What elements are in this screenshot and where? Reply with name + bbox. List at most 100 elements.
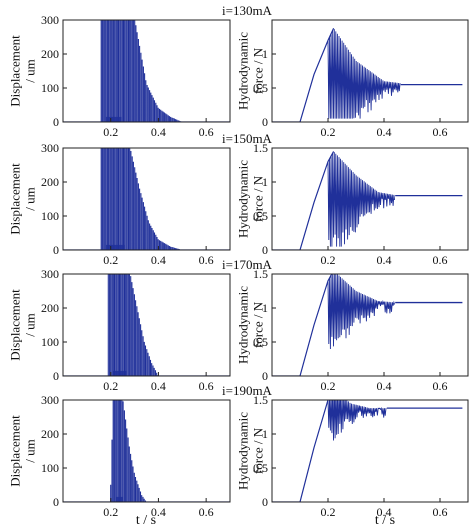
x-tick-label: 0.2 (103, 505, 118, 519)
axes-box (271, 147, 469, 251)
y-axis-label-line: force / N (251, 427, 266, 474)
x-tick-label: 0.6 (199, 505, 214, 519)
x-axis-label-right: t / s (375, 513, 395, 528)
y-tick-label: 200 (41, 175, 59, 189)
displacement-spikes (107, 274, 159, 376)
y-axis-label-line: / um (23, 59, 38, 82)
x-tick-label: 0.4 (151, 125, 166, 139)
y-axis-label-line: Hydrodynamic (236, 32, 251, 110)
y-tick-label: 0.5 (253, 335, 268, 349)
y-tick-label: 1.5 (253, 393, 268, 407)
y-tick-label: 200 (41, 301, 59, 315)
axes-box (271, 273, 469, 377)
force-oscillation (327, 274, 396, 350)
force-oscillation (327, 152, 396, 247)
y-tick-label: 1 (262, 47, 268, 61)
signal-trace (272, 27, 463, 122)
y-tick-label: 200 (41, 427, 59, 441)
y-axis-label: Displacement/ um (8, 35, 38, 107)
x-tick-label: 0.2 (321, 125, 336, 139)
displacement-core (105, 244, 125, 250)
signal-trace (272, 151, 463, 250)
y-axis-label-line: / um (23, 313, 38, 336)
y-axis-label: Displacement/ um (8, 289, 38, 361)
y-tick-label: 300 (41, 141, 59, 155)
x-tick-label: 0.4 (151, 505, 166, 519)
x-tick-label: 0.6 (199, 253, 214, 267)
y-tick-label: 0.5 (253, 81, 268, 95)
y-tick-label: 1.5 (253, 141, 268, 155)
y-tick-label: 100 (41, 461, 59, 475)
displacement-spikes (110, 400, 147, 502)
y-tick-label: 0 (53, 495, 59, 509)
y-tick-label: 100 (41, 81, 59, 95)
y-tick-label: 300 (41, 13, 59, 27)
x-tick-label: 0.4 (151, 379, 166, 393)
x-tick-label: 0.2 (103, 379, 118, 393)
y-axis-label: Displacement/ um (8, 163, 38, 235)
y-tick-label: 200 (41, 47, 59, 61)
y-axis-label: Hydrodynamicforce / N (236, 160, 266, 238)
x-tick-label: 0.2 (103, 253, 118, 267)
x-tick-label: 0.4 (377, 253, 392, 267)
y-axis-label-line: / um (23, 187, 38, 210)
force-oscillation (327, 400, 387, 441)
x-tick-label: 0.4 (151, 253, 166, 267)
x-tick-label: 0.6 (433, 253, 448, 267)
y-tick-label: 100 (41, 335, 59, 349)
y-tick-label: 1 (262, 301, 268, 315)
y-axis-label-line: Displacement (8, 35, 23, 107)
y-axis-label-line: Displacement (8, 289, 23, 361)
x-tick-label: 0.6 (433, 505, 448, 519)
y-axis-label: Displacement/ um (8, 415, 38, 487)
y-tick-label: 0 (53, 243, 59, 257)
displacement-core (113, 370, 127, 376)
displacement-spikes (100, 20, 183, 122)
signal-trace (63, 20, 230, 122)
y-axis-label: Hydrodynamicforce / N (236, 286, 266, 364)
signal-trace (272, 274, 463, 376)
current-label: i=130mA (222, 3, 273, 18)
signal-trace (272, 400, 463, 502)
displacement-spikes (100, 148, 183, 250)
x-tick-label: 0.2 (321, 505, 336, 519)
y-tick-label: 0 (262, 495, 268, 509)
signal-trace (63, 400, 230, 502)
x-tick-label: 0.4 (377, 379, 392, 393)
y-tick-label: 1.5 (253, 267, 268, 281)
signal-trace (63, 274, 230, 376)
y-axis-label-line: / um (23, 439, 38, 462)
y-axis-label-line: Hydrodynamic (236, 286, 251, 364)
y-axis-label-line: Hydrodynamic (236, 160, 251, 238)
y-axis-label: Hydrodynamicforce / N (236, 412, 266, 490)
signal-trace (63, 148, 230, 250)
x-tick-label: 0.2 (321, 253, 336, 267)
axes-box (62, 19, 231, 123)
axes-box (62, 273, 231, 377)
y-axis-label-line: force / N (251, 301, 266, 348)
x-tick-label: 0.2 (103, 125, 118, 139)
current-label: i=190mA (222, 383, 273, 398)
displacement-core (105, 116, 122, 122)
y-tick-label: 100 (41, 209, 59, 223)
y-axis-label: Hydrodynamicforce / N (236, 32, 266, 110)
y-tick-label: 1 (262, 175, 268, 189)
y-axis-label-line: Hydrodynamic (236, 412, 251, 490)
x-tick-label: 0.4 (377, 125, 392, 139)
axes-box (271, 19, 469, 123)
force-oscillation (327, 29, 401, 119)
y-tick-label: 0.5 (253, 461, 268, 475)
x-tick-label: 0.6 (433, 379, 448, 393)
y-tick-label: 1 (262, 427, 268, 441)
axes-box (271, 399, 469, 503)
force-rise (299, 400, 329, 502)
y-tick-label: 0.5 (253, 209, 268, 223)
